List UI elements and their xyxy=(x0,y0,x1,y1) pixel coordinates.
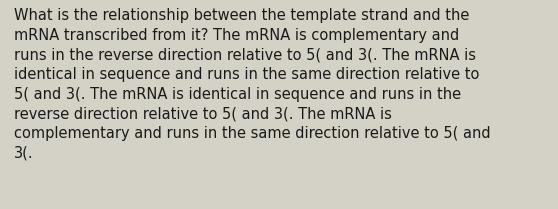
Text: What is the relationship between the template strand and the
mRNA transcribed fr: What is the relationship between the tem… xyxy=(14,8,490,160)
